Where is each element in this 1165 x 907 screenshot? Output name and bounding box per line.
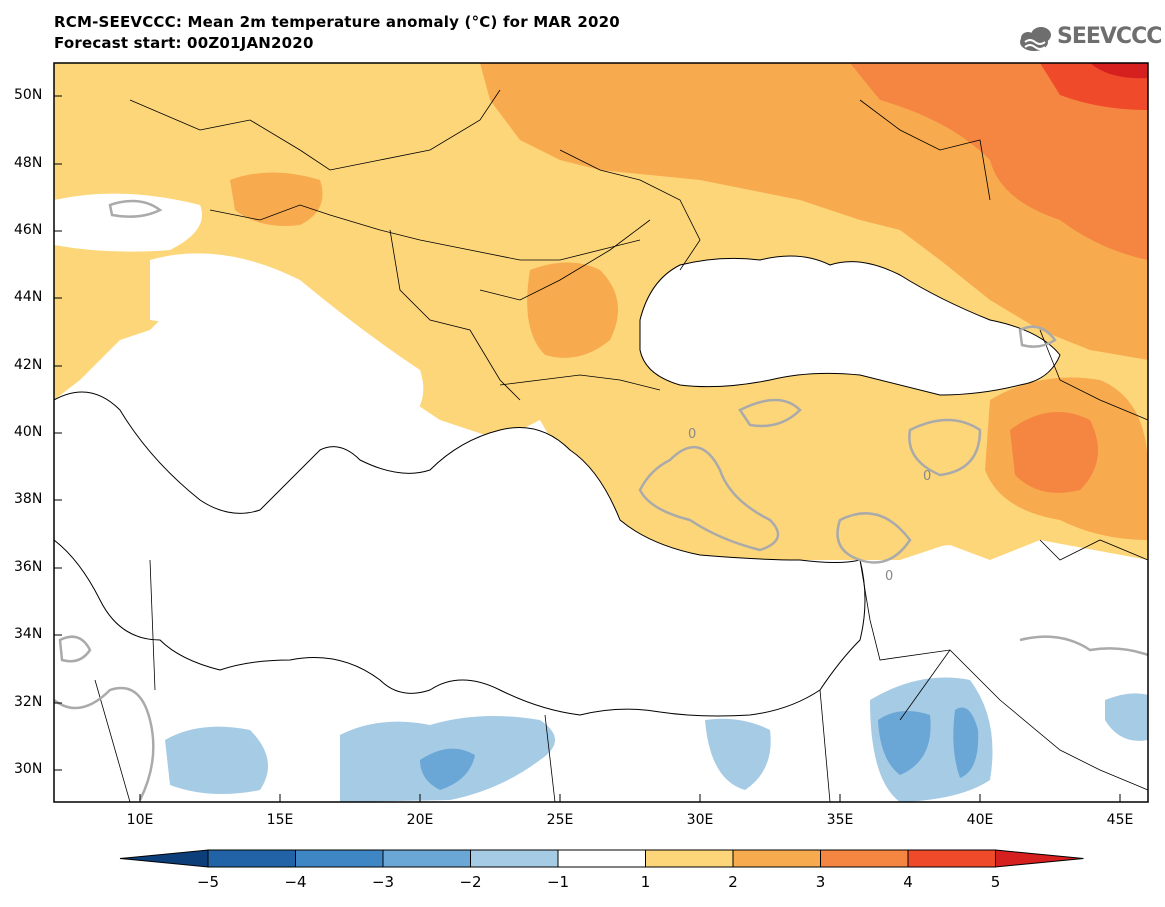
border-line bbox=[819, 689, 831, 802]
zero-contour bbox=[638, 445, 780, 552]
anomaly-region-3to4-northeast bbox=[850, 63, 1148, 260]
map-title: RCM-SEEVCCC: Mean 2m temperature anomaly… bbox=[54, 13, 620, 31]
lon-label: 35E bbox=[826, 812, 854, 828]
lat-label: 40N bbox=[14, 424, 43, 440]
axis-ticks bbox=[54, 95, 1121, 802]
lat-label: 32N bbox=[14, 694, 43, 710]
anomaly-region-1to2-anatolia bbox=[600, 380, 1020, 560]
colorbar-label: −5 bbox=[196, 873, 220, 891]
lat-label: 48N bbox=[14, 155, 43, 171]
lat-label: 36N bbox=[14, 559, 43, 575]
colorbar-label: −1 bbox=[546, 873, 570, 891]
colorbar-swatch bbox=[732, 849, 821, 868]
zero-contours bbox=[54, 199, 1148, 801]
anomaly-region-minus1to2-iraq bbox=[1105, 693, 1148, 741]
colorbar-swatch bbox=[907, 849, 996, 868]
colorbar-swatch bbox=[295, 849, 384, 868]
lon-label: 25E bbox=[546, 812, 574, 828]
anomaly-region-minus2to3-libya bbox=[420, 748, 475, 790]
border-line bbox=[899, 649, 951, 721]
colorbar-swatch bbox=[382, 849, 471, 868]
border-line bbox=[479, 219, 651, 301]
colorbar bbox=[119, 849, 1084, 868]
zero-contour bbox=[1018, 325, 1057, 348]
black-sea bbox=[639, 255, 1061, 396]
anomaly-region-minus2to3-saudi bbox=[953, 707, 979, 778]
zero-contour bbox=[1019, 635, 1148, 657]
colorbar-label: 3 bbox=[815, 873, 826, 891]
colorbar-label: −2 bbox=[459, 873, 482, 891]
colorbar-swatch bbox=[557, 849, 646, 868]
anomaly-region-neutral-italy bbox=[150, 253, 424, 420]
colorbar-label: 4 bbox=[903, 873, 913, 891]
lat-label: 44N bbox=[14, 289, 43, 305]
zero-contour bbox=[58, 635, 92, 663]
seevccc-logo bbox=[1020, 27, 1051, 51]
colorbar-label: −3 bbox=[371, 873, 395, 891]
lat-label: 30N bbox=[14, 761, 43, 777]
logo-text: SEEVCCC bbox=[1057, 24, 1162, 49]
zero-contour bbox=[108, 199, 163, 218]
border-line bbox=[209, 204, 641, 261]
colorbar-label: −4 bbox=[284, 873, 307, 891]
anomaly-region-2to3-central bbox=[230, 172, 323, 226]
lon-label: 10E bbox=[126, 812, 154, 828]
forecast-start-label: Forecast start: 00Z01JAN2020 bbox=[54, 34, 314, 52]
lat-label: 46N bbox=[14, 222, 43, 238]
lat-label: 42N bbox=[14, 357, 43, 373]
anomaly-region-2to3-romania bbox=[527, 262, 618, 358]
colorbar-label: 2 bbox=[728, 873, 738, 891]
colorbar-swatch bbox=[207, 849, 296, 868]
anomaly-region-3to4-caucasus bbox=[1010, 412, 1098, 493]
zero-contour bbox=[738, 398, 802, 428]
border-line bbox=[1039, 539, 1148, 561]
lon-label: 30E bbox=[686, 812, 714, 828]
border-line bbox=[559, 149, 701, 271]
colorbar-swatch bbox=[470, 849, 559, 868]
anomaly-region-above5 bbox=[1090, 63, 1148, 79]
colorbar-arrow-low bbox=[119, 849, 209, 868]
border-line bbox=[94, 679, 131, 802]
colorbar-label: 5 bbox=[990, 873, 1001, 891]
border-line bbox=[1039, 329, 1148, 421]
anomaly-field bbox=[54, 63, 1148, 802]
lat-label: 38N bbox=[14, 491, 43, 507]
lon-label: 20E bbox=[406, 812, 434, 828]
lon-label: 15E bbox=[266, 812, 294, 828]
contour-label: 0 bbox=[885, 569, 893, 584]
colorbar-label: 1 bbox=[640, 873, 651, 891]
colorbar-swatch bbox=[820, 849, 909, 868]
border-line bbox=[859, 559, 1148, 791]
border-line bbox=[389, 229, 521, 401]
zero-contour bbox=[836, 512, 912, 564]
anomaly-region-minus1to2-tunisia bbox=[165, 726, 268, 794]
colorbar-swatch bbox=[645, 849, 734, 868]
zero-contour bbox=[54, 686, 155, 801]
border-line bbox=[499, 374, 661, 391]
border-line bbox=[544, 714, 556, 802]
border-line bbox=[859, 99, 991, 201]
zero-contour bbox=[908, 418, 982, 477]
border-line bbox=[149, 559, 156, 691]
country-borders bbox=[94, 89, 1148, 802]
lon-label: 40E bbox=[966, 812, 994, 828]
lon-label: 45E bbox=[1106, 812, 1134, 828]
lat-label: 34N bbox=[14, 626, 43, 642]
anomaly-region-neutral-alps bbox=[54, 193, 202, 252]
colorbar-arrow-high bbox=[995, 849, 1084, 868]
lat-label: 50N bbox=[14, 87, 43, 103]
contour-label: 0 bbox=[923, 469, 931, 484]
cloud-icon bbox=[1020, 27, 1051, 51]
border-line bbox=[129, 89, 501, 171]
anomaly-region-minus2to3-arabia bbox=[878, 711, 931, 775]
anomaly-region-minus1to2-egypt bbox=[705, 718, 771, 790]
contour-label: 0 bbox=[688, 427, 696, 442]
